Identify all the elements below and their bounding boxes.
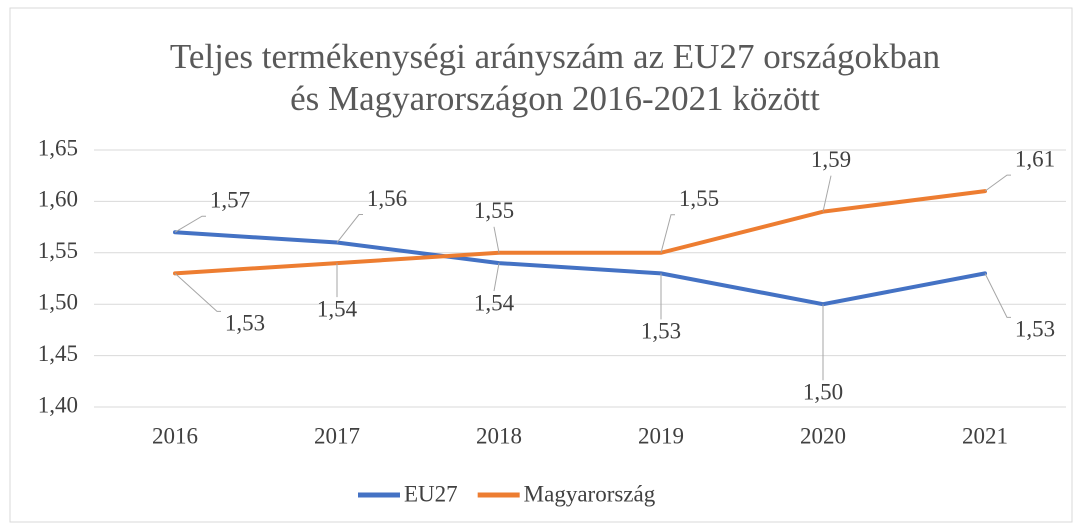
data-label: 1,59: [811, 147, 851, 172]
data-label: 1,54: [474, 290, 515, 315]
data-label: 1,56: [367, 186, 407, 211]
x-tick-label: 2020: [800, 423, 846, 448]
x-tick-label: 2016: [152, 423, 198, 448]
data-label: 1,50: [803, 379, 843, 404]
leader-line: [493, 226, 500, 253]
x-tick-label: 2021: [962, 423, 1008, 448]
y-tick-label: 1,60: [38, 187, 78, 212]
leader-line: [984, 174, 1011, 192]
leader-line: [174, 215, 206, 233]
leader-line: [336, 214, 363, 243]
legend-label: Magyarország: [524, 481, 656, 506]
y-tick-label: 1,40: [38, 392, 78, 417]
data-label: 1,53: [1015, 317, 1055, 342]
chart-title: Teljes termékenységi arányszám az EU27 o…: [170, 37, 940, 76]
x-tick-label: 2019: [638, 423, 684, 448]
data-label: 1,54: [317, 296, 358, 321]
y-tick-label: 1,55: [38, 238, 78, 263]
leader-line: [660, 214, 675, 253]
leader-line: [822, 175, 832, 212]
leader-line: [174, 272, 221, 312]
data-label: 1,55: [679, 186, 719, 211]
y-tick-label: 1,45: [38, 341, 78, 366]
leader-line: [984, 273, 1011, 318]
chart-title: és Magyarországon 2016-2021 között: [290, 79, 820, 118]
x-tick-label: 2017: [314, 423, 360, 448]
series-line: [173, 230, 987, 307]
data-label: 1,57: [210, 188, 250, 213]
data-label: 1,53: [641, 319, 681, 344]
y-tick-label: 1,50: [38, 289, 78, 314]
legend-label: EU27: [404, 481, 458, 506]
data-label: 1,55: [474, 198, 514, 223]
leader-line: [493, 262, 500, 292]
series-line: [173, 189, 987, 276]
data-label: 1,53: [225, 311, 265, 336]
x-tick-label: 2018: [476, 423, 522, 448]
y-tick-label: 1,65: [38, 135, 78, 160]
data-label: 1,61: [1015, 146, 1055, 171]
